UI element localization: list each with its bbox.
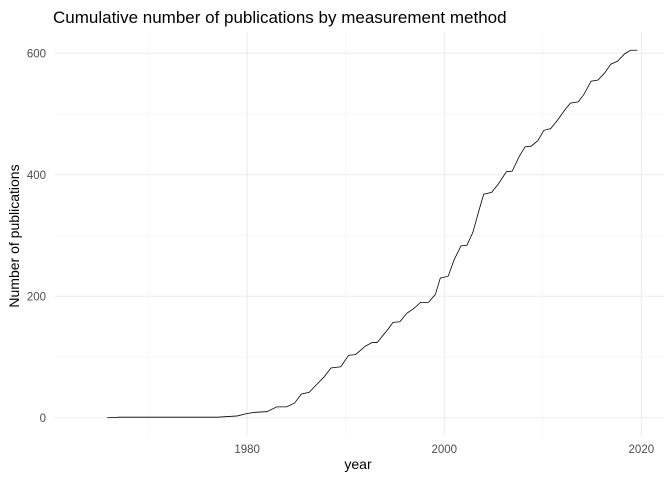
major-gridlines <box>55 32 664 436</box>
x-tick-label: 1980 <box>234 444 260 456</box>
x-tick-labels: 1980 2000 2020 <box>234 444 654 456</box>
x-tick-label: 2020 <box>629 444 655 456</box>
y-axis-title: Number of publications <box>6 164 22 307</box>
series-layer <box>107 49 638 419</box>
y-tick-labels: 0 200 400 600 <box>27 48 46 425</box>
x-tick-label: 2000 <box>431 444 457 456</box>
y-tick-label: 200 <box>27 291 46 303</box>
x-axis-title: year <box>344 456 372 472</box>
chart-title: Cumulative number of publications by mea… <box>53 8 507 27</box>
minor-gridlines <box>55 32 664 436</box>
y-tick-label: 0 <box>40 413 46 425</box>
y-tick-label: 600 <box>27 48 46 60</box>
series-line <box>107 49 638 419</box>
y-tick-label: 400 <box>27 170 46 182</box>
